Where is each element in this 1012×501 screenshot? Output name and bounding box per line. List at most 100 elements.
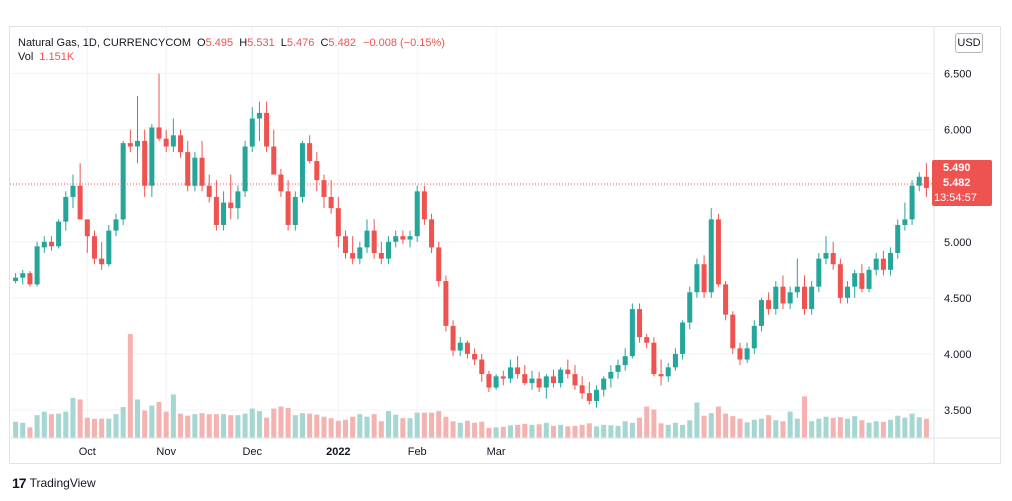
volume-bar — [536, 424, 542, 438]
candle-body — [142, 140, 148, 186]
grid — [10, 27, 934, 438]
candle-body — [766, 300, 772, 310]
volume-bar — [156, 401, 162, 438]
volume-bar — [63, 411, 69, 438]
candle-body — [242, 146, 248, 192]
volume-bar — [414, 412, 420, 438]
time-tick-label: Oct — [79, 446, 96, 458]
candle-body — [837, 264, 843, 298]
candle-body — [859, 273, 865, 289]
brand-name: TradingView — [29, 476, 96, 490]
volume-bar — [644, 406, 650, 438]
candle-body — [622, 356, 628, 366]
candle-body — [500, 376, 506, 379]
symbol-title[interactable]: Natural Gas, 1D, CURRENCYCOM — [18, 37, 191, 49]
volume-bar — [278, 406, 284, 438]
candle-body — [328, 196, 334, 209]
change-value: −0.008 (−0.15%) — [363, 37, 445, 49]
volume-bar — [550, 425, 556, 438]
volume-bar — [228, 415, 234, 438]
volume-bar — [213, 414, 219, 438]
footer[interactable]: 17 TradingView — [12, 475, 96, 491]
candle-body — [299, 143, 305, 197]
candle-body — [529, 378, 535, 384]
candle-body — [20, 273, 26, 278]
candle-body — [213, 196, 219, 225]
candle-body — [873, 258, 879, 270]
price-tick-label: 4.000 — [944, 349, 972, 361]
time-tick-label: Feb — [408, 446, 427, 458]
volume-bar — [292, 415, 298, 438]
volume-label[interactable]: Vol — [18, 51, 34, 63]
volume-bar — [608, 425, 614, 438]
volume-bar — [543, 422, 549, 438]
volume-bar — [902, 417, 908, 438]
candle-body — [665, 367, 671, 377]
candle-body — [572, 374, 578, 386]
candle-body — [364, 230, 370, 248]
tradingview-logo-icon: 17 — [12, 475, 27, 491]
price-tick-label: 4.500 — [944, 293, 972, 305]
candle-body — [256, 112, 262, 119]
volume-bar — [113, 414, 119, 438]
volume-bar — [127, 334, 133, 438]
volume-bar — [91, 418, 97, 438]
candle-body — [816, 258, 822, 287]
candle-body — [680, 322, 686, 354]
candle-body — [27, 273, 33, 285]
volume-bar — [622, 421, 628, 438]
close-value: 5.482 — [328, 37, 356, 49]
price-tick-label: 6.000 — [944, 125, 972, 137]
candle-body — [436, 247, 442, 282]
candle-body — [178, 135, 184, 153]
volume-bar — [658, 423, 664, 438]
candle-body — [723, 284, 729, 315]
candle-body — [909, 185, 915, 220]
volume-bar — [77, 399, 83, 438]
volume-bar — [364, 416, 370, 438]
volume-bar — [206, 414, 212, 438]
volume-bar — [665, 424, 671, 438]
volume-bar — [249, 408, 255, 438]
volume-bar — [464, 420, 470, 438]
candle-body — [809, 286, 815, 310]
price-badge: 5.490 5.482 13:54:57 — [932, 160, 992, 206]
volume-bar — [866, 422, 872, 438]
volume-bar — [845, 418, 851, 438]
candle-body — [264, 112, 270, 147]
volume-legend: Vol 1.151K — [18, 51, 74, 63]
volume-bar — [766, 415, 772, 438]
candle-body — [321, 180, 327, 197]
currency-button[interactable]: USD — [955, 33, 983, 53]
volume-bar — [637, 417, 643, 438]
candles — [13, 73, 929, 408]
price-tick-label: 6.500 — [944, 69, 972, 81]
volume-bar — [809, 421, 815, 438]
volume-bar — [56, 413, 62, 438]
candle-body — [515, 367, 521, 375]
volume-bar — [120, 407, 126, 438]
candle-body — [307, 143, 313, 162]
volume-bar — [421, 412, 427, 438]
candle-body — [192, 157, 198, 186]
candle-body — [48, 241, 54, 247]
volume-bar — [586, 423, 592, 438]
volume-bar — [99, 418, 105, 438]
volume-bar — [852, 416, 858, 438]
volume-bar — [787, 411, 793, 438]
candle-body — [780, 286, 786, 304]
candle-body — [429, 219, 435, 248]
candle-body — [156, 127, 162, 139]
candle-body — [902, 219, 908, 225]
candle-body — [235, 191, 241, 209]
volume-bar — [601, 424, 607, 438]
candle-body — [170, 135, 176, 147]
volume-bar — [134, 399, 141, 438]
time-axis: Oct Nov Dec 2022 Feb Mar — [79, 446, 506, 458]
volume-bar — [457, 422, 463, 438]
candle-body — [916, 176, 922, 186]
volume-bar — [27, 427, 33, 438]
volume-bar — [730, 416, 736, 438]
volume-bar — [687, 420, 693, 438]
